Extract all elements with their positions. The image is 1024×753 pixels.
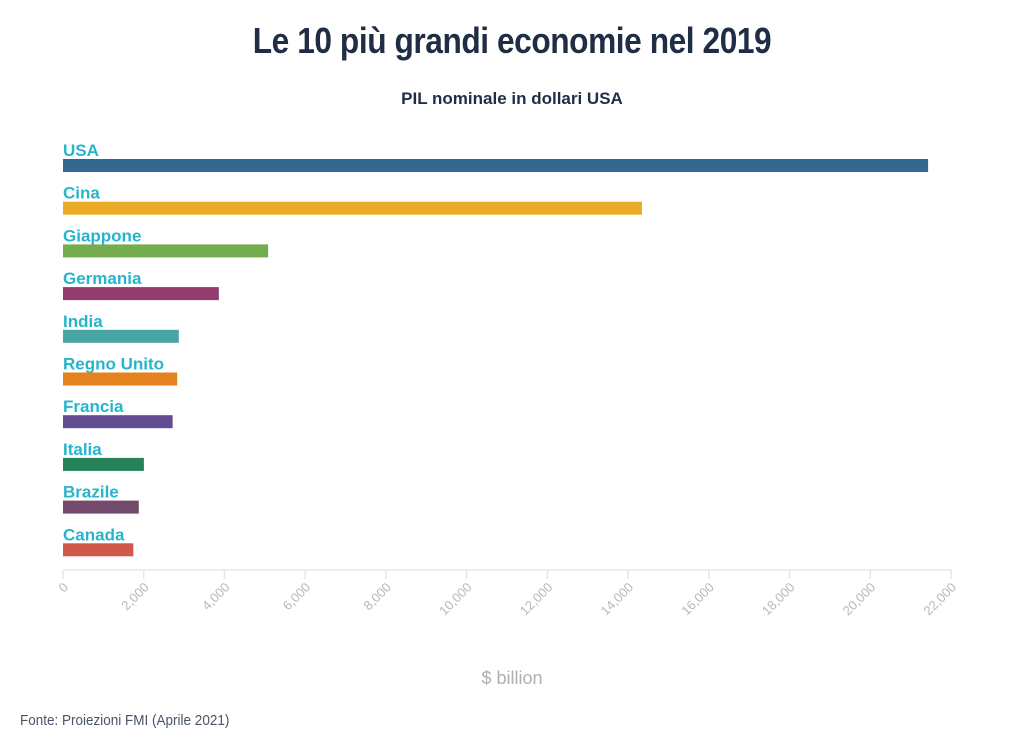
bar	[63, 415, 173, 429]
x-tick-label: 0	[55, 580, 71, 596]
category-label: Cina	[63, 184, 100, 203]
x-tick-label: 16,000	[678, 580, 717, 619]
x-tick-label: 20,000	[840, 580, 879, 619]
x-tick-label: 2,000	[118, 580, 152, 614]
category-label: Brazile	[63, 483, 119, 502]
bars-group: USA Cina Giappone Germania India Regno Unito F…	[63, 141, 929, 557]
category-label: Canada	[63, 525, 125, 544]
category-label: Regno Unito	[63, 355, 164, 374]
bar	[63, 159, 929, 172]
bar	[63, 500, 139, 514]
bar	[63, 457, 144, 471]
x-axis-label: $ billion	[481, 668, 543, 688]
x-tick-label: 6,000	[280, 580, 314, 614]
bar	[63, 329, 179, 343]
x-tick-label: 18,000	[759, 580, 798, 619]
x-tick-label: 10,000	[436, 580, 475, 619]
bar	[63, 287, 219, 301]
x-axis: 0 2,000 4,000 6,000 8,000 10,000 12,000 14,000 1…	[55, 569, 959, 619]
category-label: Germania	[63, 269, 142, 288]
chart-title: Le 10 più grandi economie nel 2019	[252, 20, 772, 61]
chart-subtitle: PIL nominale in dollari USA	[401, 89, 623, 108]
x-tick-label: 14,000	[597, 580, 636, 619]
x-tick-label: 22,000	[920, 580, 959, 619]
category-label: USA	[63, 141, 99, 160]
bar	[63, 201, 642, 215]
bar	[63, 372, 178, 386]
x-tick-label: 4,000	[199, 580, 233, 614]
bar	[63, 543, 134, 557]
source-note: Fonte: Proiezioni FMI (Aprile 2021)	[20, 712, 230, 729]
bar	[63, 244, 269, 258]
category-label: Giappone	[63, 226, 141, 245]
x-tick-label: 8,000	[360, 580, 394, 614]
category-label: Italia	[63, 440, 102, 459]
category-label: Francia	[63, 397, 124, 416]
category-label: India	[63, 312, 103, 331]
x-tick-label: 12,000	[517, 580, 556, 619]
